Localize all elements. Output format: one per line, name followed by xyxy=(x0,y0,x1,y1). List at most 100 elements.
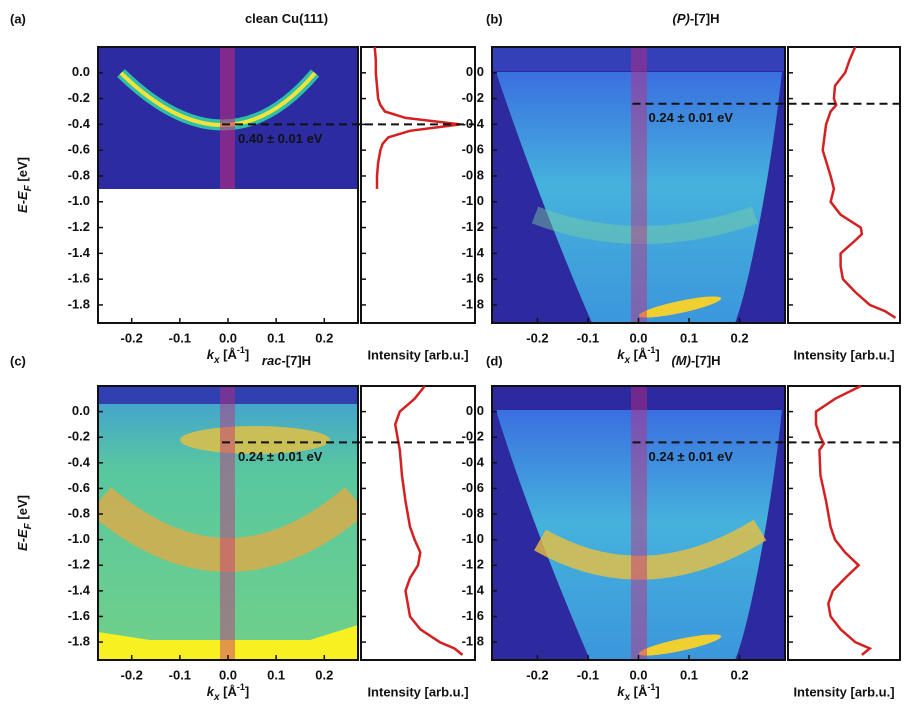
y-tick-label: -1.4 xyxy=(462,245,485,260)
label-main: k xyxy=(207,347,215,362)
y-tick-label: -1.0 xyxy=(68,531,90,546)
label-unit: [Å xyxy=(630,347,648,362)
y-tick-label: -0.4 xyxy=(462,116,485,131)
y-tick-label: -1.6 xyxy=(462,271,484,286)
panel-title: (P)-[7]H xyxy=(673,11,720,26)
x-tick-label: 0.0 xyxy=(219,667,237,682)
panel-label: (d) xyxy=(486,353,503,368)
y-tick-label: -1.8 xyxy=(462,634,484,649)
title-italic: rac xyxy=(262,353,282,368)
label-main: E-E xyxy=(15,529,30,551)
y-tick-label: -1.2 xyxy=(462,219,484,234)
x-tick-label: 0.0 xyxy=(629,667,647,682)
intensity-profile xyxy=(821,46,897,319)
label-main: k xyxy=(207,684,215,699)
title-italic: (M) xyxy=(671,353,691,368)
profile-frame xyxy=(360,46,476,324)
panel-title: clean Cu(111) xyxy=(245,11,328,26)
annotation-label: 0.24 ± 0.01 eV xyxy=(649,449,734,464)
title-text: clean Cu(111) xyxy=(245,11,328,26)
label-close: ] xyxy=(245,684,249,699)
annotation-label: 0.24 ± 0.01 eV xyxy=(238,449,323,464)
label-sup: -1 xyxy=(237,345,245,355)
label-sup: -1 xyxy=(647,345,655,355)
y-tick-label: 0.0 xyxy=(72,403,90,418)
label-sub: x xyxy=(623,355,630,366)
y-tick-label: -0.6 xyxy=(462,142,484,157)
panel-label: (c) xyxy=(10,353,26,368)
label-sub: x xyxy=(213,355,220,366)
y-tick-label: -0.4 xyxy=(462,454,485,469)
x-axis-label: kx [Å-1] xyxy=(617,345,660,365)
y-tick-label: -0.8 xyxy=(68,167,90,182)
x-axis-label: kx [Å-1] xyxy=(207,682,250,702)
label-sub: F xyxy=(23,522,34,529)
profile-frame xyxy=(787,385,901,661)
y-tick-label: -1.2 xyxy=(68,219,90,234)
profile-x-label: Intensity [arb.u.] xyxy=(367,684,468,699)
x-tick-label: 0.2 xyxy=(730,667,748,682)
heatmap-a xyxy=(98,47,358,189)
y-tick-label: -1.6 xyxy=(462,608,484,623)
x-axis-label: kx [Å-1] xyxy=(207,345,250,365)
y-tick-label: -0.2 xyxy=(68,90,90,105)
y-axis-label: E-EF [eV] xyxy=(15,495,33,551)
annotation-label: 0.40 ± 0.01 eV xyxy=(238,131,323,146)
x-tick-label: -0.1 xyxy=(169,330,191,345)
y-tick-label: -0.6 xyxy=(68,480,90,495)
x-tick-label: 0.0 xyxy=(629,330,647,345)
profile-x-label: Intensity [arb.u.] xyxy=(367,347,468,362)
y-tick-label: -0.8 xyxy=(462,167,484,182)
label-unit: [Å xyxy=(220,347,238,362)
y-tick-label: -1.2 xyxy=(462,557,484,572)
heatmap-d xyxy=(492,386,785,660)
y-tick-label: -0.2 xyxy=(462,429,484,444)
x-tick-label: 0.1 xyxy=(267,667,285,682)
x-tick-label: 0.2 xyxy=(315,330,333,345)
panel-label: (b) xyxy=(486,11,503,26)
panel-label: (a) xyxy=(10,11,26,26)
y-tick-label: 0.0 xyxy=(466,64,484,79)
label-sup: -1 xyxy=(237,682,245,692)
panel-title: (M)-[7]H xyxy=(671,353,720,368)
x-tick-label: -0.2 xyxy=(121,330,143,345)
label-unit: [Å xyxy=(220,684,238,699)
panel-title: rac-[7]H xyxy=(262,353,311,368)
intensity-profile xyxy=(393,385,464,656)
y-tick-label: -1.0 xyxy=(462,531,484,546)
x-tick-label: -0.2 xyxy=(121,667,143,682)
label-main: k xyxy=(617,684,625,699)
y-tick-label: 0.0 xyxy=(72,64,90,79)
y-tick-label: 0.0 xyxy=(466,403,484,418)
y-tick-label: -1.4 xyxy=(68,582,91,597)
label-main: k xyxy=(617,347,625,362)
y-tick-label: -0.2 xyxy=(462,90,484,105)
title-text: -[7]H xyxy=(691,353,721,368)
x-axis-label: kx [Å-1] xyxy=(617,682,660,702)
profile-frame xyxy=(787,46,901,324)
y-tick-label: -0.8 xyxy=(462,505,484,520)
title-text: -[7]H xyxy=(690,11,720,26)
x-tick-label: 0.2 xyxy=(730,330,748,345)
y-tick-label: -1.6 xyxy=(68,608,90,623)
x-tick-label: 0.0 xyxy=(219,330,237,345)
label-sub: x xyxy=(623,692,630,703)
label-sup: -1 xyxy=(647,682,655,692)
heatmap-b xyxy=(492,47,785,323)
x-tick-label: 0.1 xyxy=(267,330,285,345)
label-close: ] xyxy=(655,684,659,699)
y-axis-label: E-EF [eV] xyxy=(15,157,33,213)
x-tick-label: -0.1 xyxy=(577,667,599,682)
x-tick-label: -0.1 xyxy=(169,667,191,682)
label-sub: F xyxy=(23,184,34,191)
y-tick-label: -1.8 xyxy=(68,634,90,649)
label-close: ] xyxy=(655,347,659,362)
x-tick-label: 0.2 xyxy=(315,667,333,682)
annotation-label: 0.24 ± 0.01 eV xyxy=(649,110,734,125)
x-tick-label: -0.2 xyxy=(526,330,548,345)
y-tick-label: -1.8 xyxy=(462,296,484,311)
y-tick-label: -0.8 xyxy=(68,505,90,520)
heatmap-c xyxy=(98,386,358,660)
y-tick-label: -1.6 xyxy=(68,271,90,286)
y-tick-label: -1.0 xyxy=(462,193,484,208)
